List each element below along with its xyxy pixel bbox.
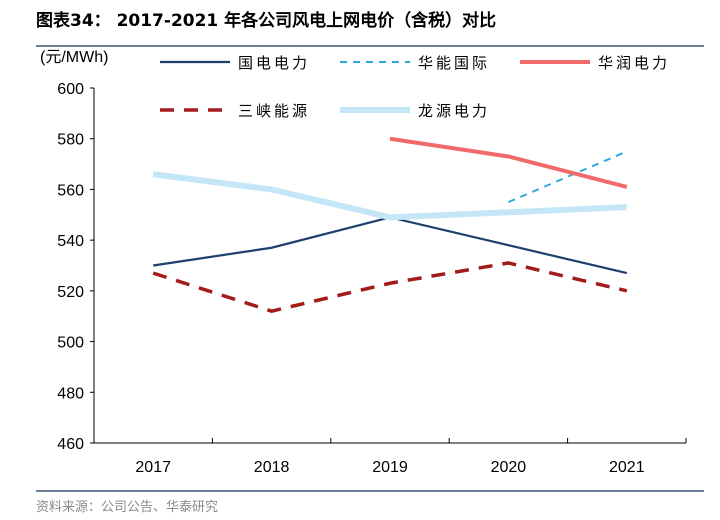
- y-tick-label: 560: [57, 182, 84, 199]
- legend-label: 三峡能源: [238, 103, 310, 120]
- x-tick-label: 2019: [372, 459, 408, 476]
- y-tick-label: 500: [57, 335, 84, 352]
- legend-label: 华能国际: [418, 55, 490, 72]
- series-line-3: [389, 136, 628, 189]
- legend-label: 龙源电力: [418, 103, 490, 120]
- y-tick-label: 580: [57, 132, 84, 149]
- y-tick-label: 460: [57, 436, 84, 453]
- footer-divider: [36, 490, 704, 492]
- y-tick-label: 520: [57, 284, 84, 301]
- y-tick-label: 480: [57, 385, 84, 402]
- y-axis-unit: (元/MWh): [40, 49, 108, 66]
- series-line-5: [152, 171, 627, 221]
- source-note: 资料来源：公司公告、华泰研究: [36, 500, 219, 515]
- series-line-1: [153, 216, 628, 275]
- x-tick-label: 2018: [254, 459, 290, 476]
- chart-title: 图表34： 2017-2021 年各公司风电上网电价（含税）对比: [36, 11, 497, 31]
- x-tick-label: 2017: [135, 459, 171, 476]
- x-tick-label: 2020: [491, 459, 527, 476]
- title-divider: [36, 45, 704, 47]
- series-line-4: [152, 261, 628, 313]
- x-tick-label: 2021: [609, 459, 645, 476]
- legend-label: 国电电力: [238, 55, 310, 72]
- y-tick-label: 540: [57, 233, 84, 250]
- y-tick-label: 600: [57, 81, 84, 98]
- series-line-2: [508, 150, 628, 204]
- legend-label: 华润电力: [598, 55, 670, 72]
